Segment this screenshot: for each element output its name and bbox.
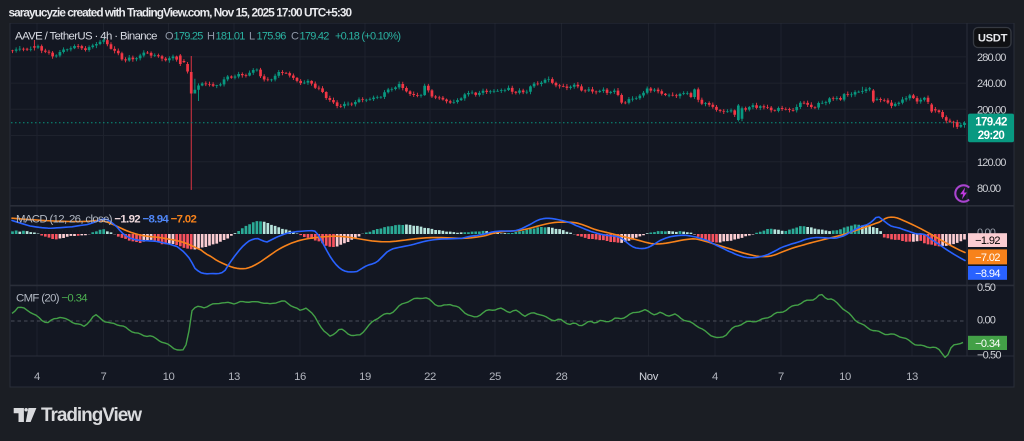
- svg-text:L: L: [249, 31, 255, 43]
- svg-text:CMF (20) −0.34: CMF (20) −0.34: [16, 293, 87, 305]
- svg-text:29:20: 29:20: [978, 130, 1005, 142]
- svg-text:13: 13: [228, 371, 240, 383]
- svg-text:22: 22: [424, 371, 436, 383]
- svg-text:10: 10: [839, 371, 851, 383]
- svg-text:−8.94: −8.94: [975, 268, 1000, 280]
- svg-text:10: 10: [163, 371, 175, 383]
- svg-text:280.00: 280.00: [977, 52, 1006, 64]
- svg-text:80.00: 80.00: [977, 183, 1001, 195]
- svg-text:240.00: 240.00: [977, 78, 1006, 90]
- svg-text:175.96: 175.96: [257, 31, 287, 43]
- svg-text:−1.92: −1.92: [975, 235, 1000, 247]
- svg-text:28: 28: [556, 371, 568, 383]
- svg-text:Nov: Nov: [639, 371, 659, 383]
- svg-text:19: 19: [359, 371, 371, 383]
- svg-text:−0.50: −0.50: [977, 349, 1001, 361]
- svg-text:179.42: 179.42: [300, 31, 330, 43]
- svg-text:181.01: 181.01: [216, 31, 246, 43]
- svg-text:C: C: [291, 31, 299, 43]
- svg-text:16: 16: [294, 371, 306, 383]
- svg-text:−0.34: −0.34: [975, 338, 1000, 350]
- svg-text:sarayucyzie created with Tradi: sarayucyzie created with TradingView.com…: [9, 6, 353, 20]
- svg-text:+0.18 (+0.10%): +0.18 (+0.10%): [335, 31, 400, 43]
- svg-text:179.42: 179.42: [975, 116, 1007, 128]
- svg-text:7: 7: [778, 371, 784, 383]
- svg-text:179.25: 179.25: [174, 31, 204, 43]
- svg-text:13: 13: [906, 371, 918, 383]
- svg-text:O: O: [165, 31, 174, 43]
- svg-text:TradingView: TradingView: [41, 405, 142, 426]
- svg-text:200.00: 200.00: [977, 104, 1006, 116]
- svg-text:4: 4: [712, 371, 718, 383]
- svg-text:0.50: 0.50: [977, 282, 996, 294]
- svg-text:0.00: 0.00: [977, 315, 996, 327]
- svg-text:MACD (12, 26, close) −1.92 −8.: MACD (12, 26, close) −1.92 −8.94 −7.02: [16, 214, 196, 226]
- svg-text:25: 25: [489, 371, 501, 383]
- svg-text:120.00: 120.00: [977, 157, 1006, 169]
- svg-text:−7.02: −7.02: [975, 252, 1000, 264]
- svg-text:7: 7: [101, 371, 107, 383]
- svg-text:4: 4: [34, 371, 40, 383]
- svg-text:USDT: USDT: [978, 33, 1008, 45]
- svg-text:H: H: [207, 31, 215, 43]
- svg-text:AAVE / TetherUS · 4h · Binance: AAVE / TetherUS · 4h · Binance: [15, 31, 157, 43]
